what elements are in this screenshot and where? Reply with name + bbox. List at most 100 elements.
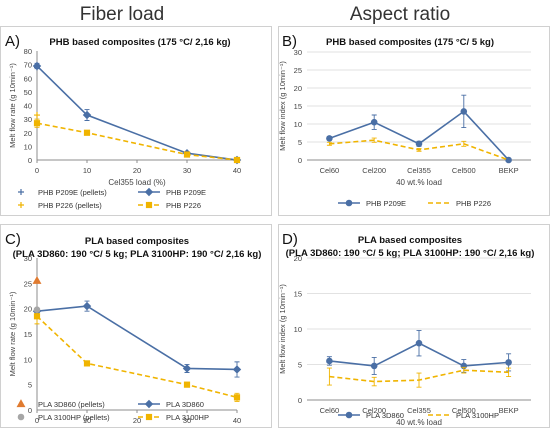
chart-title: PHB based composites (175 °C/ 2,16 kg)	[49, 37, 230, 48]
legend-label: PLA 3D860 (pellets)	[38, 400, 105, 409]
panel-label: A)	[5, 33, 20, 50]
data-point	[83, 360, 91, 367]
data-point	[232, 365, 242, 374]
chart-subtitle: (PLA 3D860: 190 °C/ 5 kg; PLA 3100HP: 19…	[13, 249, 262, 260]
pellet-point	[32, 275, 42, 284]
legend-entry: PHB P209E	[338, 199, 406, 208]
x-axis-title: 40 wt.% load	[396, 178, 442, 187]
y-tick-label: 10	[24, 142, 32, 151]
x-tick-label: Cel200	[362, 406, 386, 415]
y-tick-label: 80	[24, 47, 32, 56]
legend-entry: PLA 3100HP	[428, 411, 499, 420]
legend-entry: PHB P226 (pellets)	[18, 201, 102, 210]
y-tick-label: 15	[24, 330, 32, 339]
x-tick-label: 0	[35, 166, 39, 175]
y-tick-label: 30	[24, 254, 32, 263]
y-tick-label: 10	[24, 355, 32, 364]
error-bar	[461, 140, 467, 147]
legend-entry: PLA 3D860	[338, 411, 404, 420]
legend-label: PLA 3100HP	[456, 411, 499, 420]
legend-swatch-marker	[17, 413, 25, 421]
y-tick-label: 25	[24, 279, 32, 288]
pellet-point	[34, 112, 40, 119]
series-line	[329, 110, 510, 161]
data-point	[415, 140, 423, 148]
legend-entry: PLA 3100HP (pellets)	[17, 413, 110, 422]
chart-legend: PHB P209E PHB P226	[338, 199, 491, 208]
y-tick-label: 5	[298, 138, 302, 147]
y-tick-label: 30	[24, 115, 32, 124]
legend-label: PHB P209E (pellets)	[38, 188, 107, 197]
x-tick-label: 10	[83, 166, 91, 175]
chart-panel-a: A) PHB based composites (175 °C/ 2,16 kg)…	[0, 26, 272, 216]
legend-label: PHB P226 (pellets)	[38, 201, 102, 210]
data-point	[83, 129, 91, 136]
y-tick-label: 0	[298, 396, 302, 405]
series-line	[36, 122, 238, 161]
x-tick-label: Cel60	[320, 166, 340, 175]
y-tick-label: 15	[294, 290, 302, 299]
data-point	[183, 381, 191, 388]
y-tick-label: 15	[294, 102, 302, 111]
x-tick-label: 0	[35, 416, 39, 425]
data-point	[505, 156, 512, 164]
y-tick-label: 20	[24, 305, 32, 314]
legend-swatch-marker	[18, 189, 24, 195]
legend-entry: PLA 3D860 (pellets)	[16, 399, 105, 409]
legend-swatch-marker	[145, 201, 153, 209]
y-tick-label: 0	[28, 406, 32, 415]
error-bar	[416, 148, 422, 152]
data-point	[233, 394, 241, 401]
chart-panel-b: B) PHB based composites (175 °C/ 5 kg) 0 5 1…	[278, 26, 550, 216]
y-tick-label: 10	[294, 120, 302, 129]
panel-label: D)	[282, 231, 298, 248]
chart-title: PHB based composites (175 °C/ 5 kg)	[326, 37, 494, 48]
y-tick-label: 5	[28, 381, 32, 390]
data-point	[415, 339, 423, 347]
legend-entry: PHB P226	[138, 201, 201, 210]
x-tick-label: Cel60	[320, 406, 340, 415]
y-tick-label: 20	[294, 254, 302, 263]
data-point	[33, 313, 41, 320]
panel-label: B)	[282, 33, 297, 50]
x-tick-label: Cel500	[452, 406, 476, 415]
data-point	[233, 156, 241, 164]
legend-swatch-marker	[16, 399, 26, 408]
data-point	[505, 359, 512, 366]
legend-swatch-marker	[345, 411, 353, 419]
y-axis-title: Melt flow index (g 10min⁻¹)	[278, 284, 287, 374]
x-tick-label: Cel200	[362, 166, 386, 175]
x-tick-label: 20	[133, 166, 141, 175]
error-bar	[506, 367, 512, 378]
chart-legend: PHB P209E (pellets) PHB P209E PHB P226 (pe…	[18, 187, 206, 210]
panel-frame	[278, 26, 550, 216]
data-point	[82, 301, 92, 311]
x-axis-title: 40 wt.% load	[396, 418, 442, 427]
y-tick-label: 10	[294, 325, 302, 334]
data-point	[460, 108, 468, 115]
legend-entry: PHB P209E (pellets)	[18, 188, 107, 197]
legend-label: PHB P226	[166, 201, 201, 210]
y-tick-label: 30	[294, 48, 302, 57]
x-tick-label: BEKP	[499, 406, 519, 415]
chart-title: PLA based composites	[358, 235, 462, 246]
series-pla-3d860	[32, 300, 242, 378]
legend-label: PHB P209E	[366, 199, 406, 208]
y-tick-label: 20	[24, 129, 32, 138]
column-header-fiber-load: Fiber load	[80, 4, 165, 25]
y-tick-label: 50	[24, 88, 32, 97]
error-bar	[326, 141, 332, 146]
x-axis-title: Cel355 load (%)	[108, 178, 166, 187]
legend-entry: PHB P226	[428, 199, 491, 208]
column-header-aspect-ratio: Aspect ratio	[350, 4, 450, 25]
data-point	[370, 362, 378, 370]
series-pla-3100hp	[326, 366, 512, 388]
legend-swatch-marker	[145, 413, 153, 421]
y-tick-label: 20	[294, 84, 302, 93]
data-point	[370, 118, 378, 126]
y-axis-title: Melt flow index (g 10min⁻¹)	[278, 61, 287, 151]
pellet-point	[34, 64, 40, 71]
